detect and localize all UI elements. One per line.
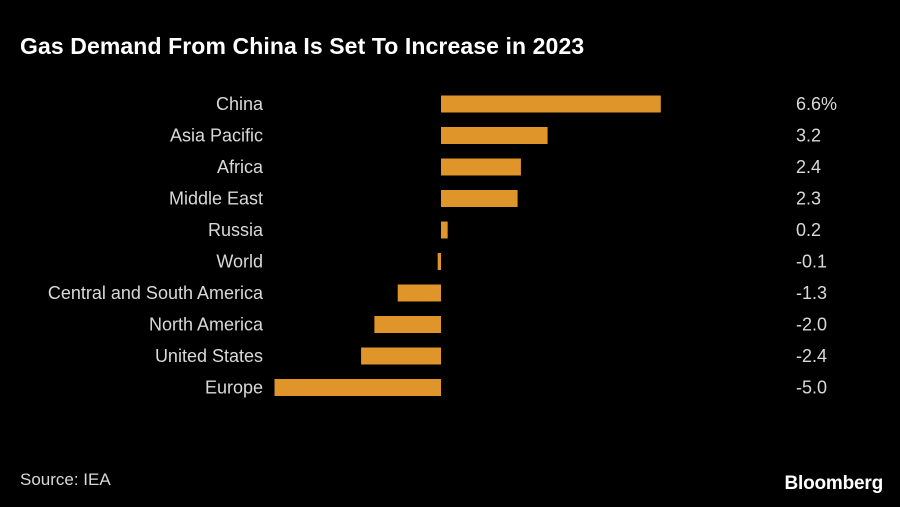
category-label-united-states: United States (155, 346, 263, 366)
value-label-russia: 0.2 (796, 220, 821, 240)
value-label-china: 6.6% (796, 94, 837, 114)
bar-asia-pacific (441, 127, 548, 144)
bar-united-states (361, 347, 441, 365)
category-label-russia: Russia (208, 220, 264, 240)
bar-central-and-south-america (397, 284, 441, 302)
bar-world (437, 253, 441, 270)
value-label-united-states: -2.4 (796, 346, 827, 366)
source-note: Source: IEA (20, 470, 111, 489)
bar-north-america (374, 316, 441, 333)
value-label-middle-east: 2.3 (796, 189, 821, 209)
category-label-europe: Europe (205, 378, 263, 398)
category-label-north-america: North America (149, 315, 264, 335)
chart-title: Gas Demand From China Is Set To Increase… (20, 33, 585, 59)
category-label-central-and-south-america: Central and South America (48, 283, 264, 303)
category-label-china: China (216, 94, 264, 114)
value-label-africa: 2.4 (796, 157, 821, 177)
value-label-europe: -5.0 (796, 378, 827, 398)
value-label-asia-pacific: 3.2 (796, 126, 821, 146)
bar-china (441, 95, 661, 113)
bar-middle-east (441, 190, 518, 207)
bar-europe (274, 379, 441, 396)
bar-africa (441, 158, 521, 176)
value-label-world: -0.1 (796, 252, 827, 272)
bloomberg-logo: Bloomberg (784, 473, 884, 494)
bar-russia (441, 221, 448, 239)
value-label-north-america: -2.0 (796, 315, 827, 335)
value-label-central-and-south-america: -1.3 (796, 283, 827, 303)
category-label-middle-east: Middle East (169, 189, 263, 209)
category-label-world: World (216, 252, 263, 272)
category-label-asia-pacific: Asia Pacific (170, 126, 263, 146)
category-label-africa: Africa (217, 157, 264, 177)
